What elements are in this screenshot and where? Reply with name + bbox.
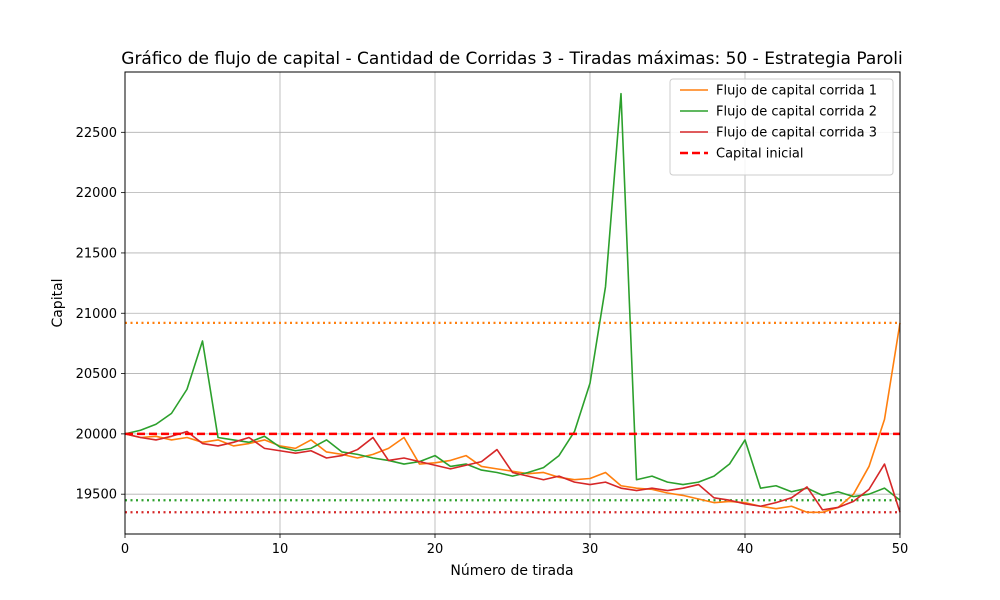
- y-tick-label: 20000: [76, 427, 117, 442]
- y-axis-label: Capital: [50, 278, 66, 327]
- legend-label: Capital inicial: [716, 147, 804, 162]
- legend-label: Flujo de capital corrida 2: [716, 105, 877, 120]
- legend-box: [669, 78, 894, 176]
- reference-lines: [125, 321, 900, 514]
- x-tick-label: 10: [272, 542, 289, 557]
- series-line-1: [124, 322, 901, 514]
- axis-ticks: 0 10 20 30 40 50 19500 20000 20500 21000 21500 2200…: [76, 126, 909, 557]
- legend-label: Flujo de capital corrida 3: [716, 126, 877, 141]
- series-line-3: [124, 430, 901, 513]
- chart-title: Gráfico de flujo de capital - Cantidad d…: [121, 49, 902, 69]
- y-tick-label: 22500: [76, 126, 117, 141]
- x-axis-label: Número de tirada: [450, 563, 573, 579]
- legend: Flujo de capital corrida 1 Flujo de capit…: [669, 78, 894, 176]
- legend-label: Flujo de capital corrida 1: [716, 84, 877, 99]
- y-tick-label: 21000: [76, 307, 117, 322]
- plot-area-frame: [124, 71, 901, 535]
- x-tick-label: 0: [121, 542, 129, 557]
- x-tick-label: 20: [427, 542, 444, 557]
- x-tick-label: 40: [737, 542, 754, 557]
- y-tick-label: 19500: [76, 488, 117, 503]
- y-tick-label: 22000: [76, 186, 117, 201]
- x-tick-label: 50: [892, 542, 909, 557]
- y-tick-label: 21500: [76, 246, 117, 261]
- series-lines: [124, 92, 901, 514]
- x-tick-label: 30: [582, 542, 599, 557]
- y-tick-label: 20500: [76, 367, 117, 382]
